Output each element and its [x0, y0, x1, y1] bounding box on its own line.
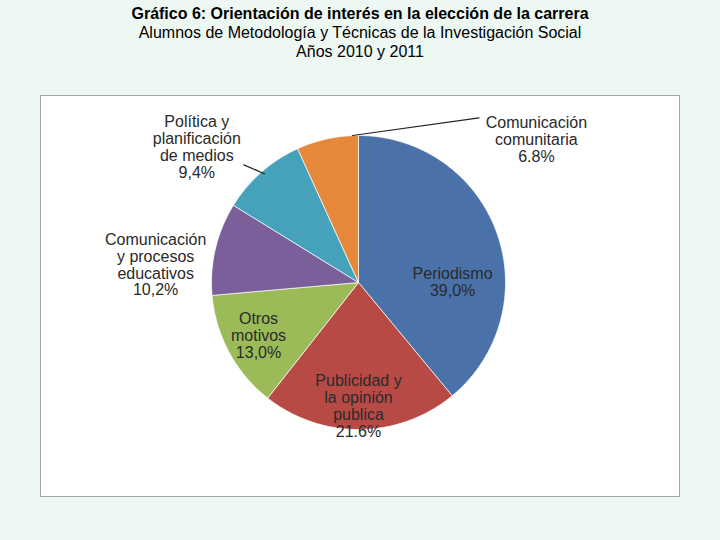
- svg-text:Publicidad yla opiniónpublica2: Publicidad yla opiniónpublica21.6%: [315, 372, 401, 439]
- html-text:Gráfico 6: Orientación de inte: Gráfico 6: Orientación de interés en la …: [131, 5, 589, 22]
- svg-text:Comunicacióny procesoseducativ: Comunicacióny procesoseducativos10,2%: [105, 231, 206, 298]
- svg-text:Otrosmotivos13,0%: Otrosmotivos13,0%: [231, 310, 286, 361]
- html-text:Alumnos de Metodología y Técni: Alumnos de Metodología y Técnicas de la …: [138, 24, 582, 41]
- html-text:Años 2010 y 2011: Años 2010 y 2011: [296, 43, 424, 60]
- svg-text:Periodismo39,0%: Periodismo39,0%: [413, 265, 493, 299]
- svg-text:Comunicacióncomunitaria6.8%: Comunicacióncomunitaria6.8%: [486, 114, 587, 165]
- svg-text:Política yplanificaciónde medi: Política yplanificaciónde medios9,4%: [153, 113, 241, 180]
